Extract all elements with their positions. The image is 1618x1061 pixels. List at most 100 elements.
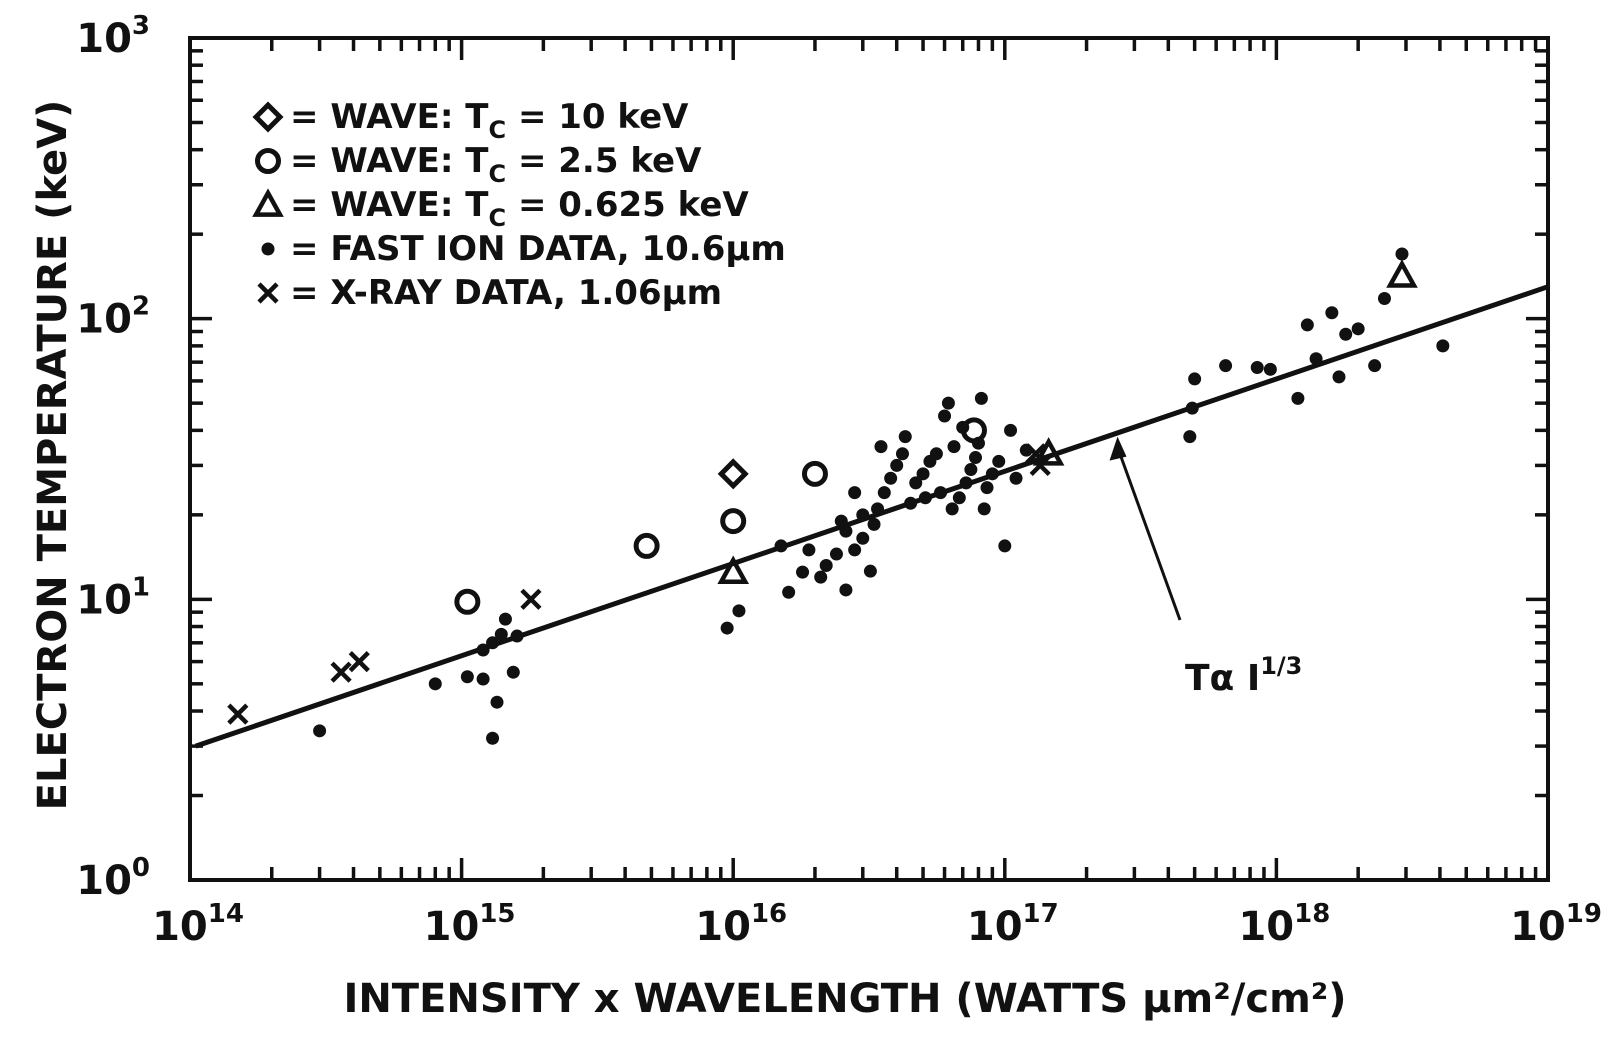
data-point-dot xyxy=(952,491,966,505)
plot-frame xyxy=(188,36,1550,882)
data-point-dot xyxy=(898,430,912,444)
data-point-dot xyxy=(1436,339,1450,353)
plot-border xyxy=(188,36,1550,882)
data-point-dot xyxy=(782,585,796,599)
data-points xyxy=(227,247,1450,745)
data-point-dot xyxy=(313,724,327,738)
data-point-dot xyxy=(956,420,970,434)
series-triangle xyxy=(717,259,1418,584)
data-point-dot xyxy=(1219,359,1233,373)
data-point-dot xyxy=(1309,352,1323,366)
data-point-dot xyxy=(980,481,994,495)
legend-marker-circle xyxy=(255,148,281,174)
data-point-dot xyxy=(1332,370,1346,384)
y-tick-label: 101 xyxy=(76,572,150,623)
data-point-dot xyxy=(909,476,923,490)
data-point-x xyxy=(1025,443,1047,465)
data-point-dot xyxy=(884,471,898,485)
x-axis-label: INTENSITY x WAVELENGTH (WATTS μm²/cm²) xyxy=(343,976,1346,1022)
data-point-dot xyxy=(874,440,888,454)
legend-item: = WAVE: TC = 0.625 keV xyxy=(252,185,749,232)
data-point-dot xyxy=(959,476,973,490)
data-point-circle xyxy=(454,588,481,615)
data-point-x xyxy=(227,703,249,725)
y-tick-label: 103 xyxy=(76,11,150,62)
data-point-dot xyxy=(916,467,930,481)
data-point-x xyxy=(348,651,370,673)
data-point-dot xyxy=(1351,322,1365,336)
annotation-arrow xyxy=(1118,452,1182,621)
data-point-dot xyxy=(877,486,891,500)
data-point-dot xyxy=(856,531,870,545)
fit-line-path xyxy=(194,284,1549,749)
data-point-dot xyxy=(494,627,508,641)
data-point-dot xyxy=(1250,360,1264,374)
data-point-dot xyxy=(1188,372,1202,386)
x-stroke xyxy=(348,651,370,673)
data-point-dot xyxy=(490,695,504,709)
data-point-dot xyxy=(867,517,881,531)
data-point-triangle xyxy=(717,555,750,584)
data-point-dot xyxy=(848,486,862,500)
legend: = WAVE: TC = 10 keV= WAVE: TC = 2.5 keV=… xyxy=(252,97,786,313)
series-circle xyxy=(454,417,987,615)
data-point-triangle xyxy=(1032,437,1065,466)
x-stroke xyxy=(257,282,279,304)
legend-item: = X-RAY DATA, 1.06μm xyxy=(257,273,722,313)
data-point-dot xyxy=(1291,391,1305,405)
x-tick-label: 1014 xyxy=(152,899,244,950)
data-point-dot xyxy=(929,447,943,461)
axis-ticks xyxy=(188,38,1548,882)
legend-item: = WAVE: TC = 10 keV xyxy=(252,97,689,144)
x-tick-label: 1016 xyxy=(695,899,787,950)
x-stroke xyxy=(330,661,352,683)
data-point-dot xyxy=(486,636,500,650)
series-dot xyxy=(313,247,1450,745)
data-point-dot xyxy=(476,643,490,657)
data-point-dot xyxy=(428,677,442,691)
data-point-dot xyxy=(1377,291,1391,305)
x-stroke xyxy=(1025,443,1047,465)
data-point-dot xyxy=(871,502,885,516)
data-point-dot xyxy=(890,458,904,472)
x-tick-label: 1018 xyxy=(1238,899,1330,950)
legend-item: = FAST ION DATA, 10.6μm xyxy=(261,229,786,269)
data-point-dot xyxy=(974,391,988,405)
data-point-dot xyxy=(1395,247,1409,261)
data-point-circle xyxy=(720,508,747,535)
series-diamond xyxy=(717,458,749,490)
x-tick-label: 1015 xyxy=(424,899,516,950)
series-x xyxy=(227,443,1051,725)
data-point-dot xyxy=(510,629,524,643)
legend-label: = WAVE: TC = 0.625 keV xyxy=(290,185,749,232)
data-point-dot xyxy=(1300,318,1314,332)
legend-marker-diamond xyxy=(252,101,284,133)
x-tick-label: 1017 xyxy=(967,899,1059,950)
fit-line: Tα I1/3 xyxy=(194,284,1549,749)
data-point-dot xyxy=(1263,362,1277,376)
data-point-dot xyxy=(1368,359,1382,373)
legend-label: = WAVE: TC = 10 keV xyxy=(290,97,689,144)
legend-item: = WAVE: TC = 2.5 keV xyxy=(255,141,702,188)
data-point-circle xyxy=(633,532,660,559)
data-point-dot xyxy=(1183,430,1197,444)
data-point-dot xyxy=(918,491,932,505)
legend-label: = WAVE: TC = 2.5 keV xyxy=(290,141,702,188)
data-point-dot xyxy=(460,670,474,684)
fit-line-label: Tα I1/3 xyxy=(1185,652,1302,699)
data-point-dot xyxy=(1325,306,1339,320)
y-tick-label: 102 xyxy=(76,292,150,343)
x-stroke xyxy=(1029,454,1051,477)
data-point-dot xyxy=(977,502,991,516)
data-point-x xyxy=(330,661,352,683)
data-point-dot xyxy=(486,731,500,745)
data-point-dot xyxy=(1004,423,1018,437)
data-point-dot xyxy=(1009,471,1023,485)
data-point-dot xyxy=(802,543,816,557)
data-point-dot xyxy=(732,604,746,618)
arrow-head-icon xyxy=(1109,436,1127,461)
legend-label: = X-RAY DATA, 1.06μm xyxy=(290,273,722,313)
data-point-dot xyxy=(998,539,1012,553)
data-point-dot xyxy=(829,547,843,561)
